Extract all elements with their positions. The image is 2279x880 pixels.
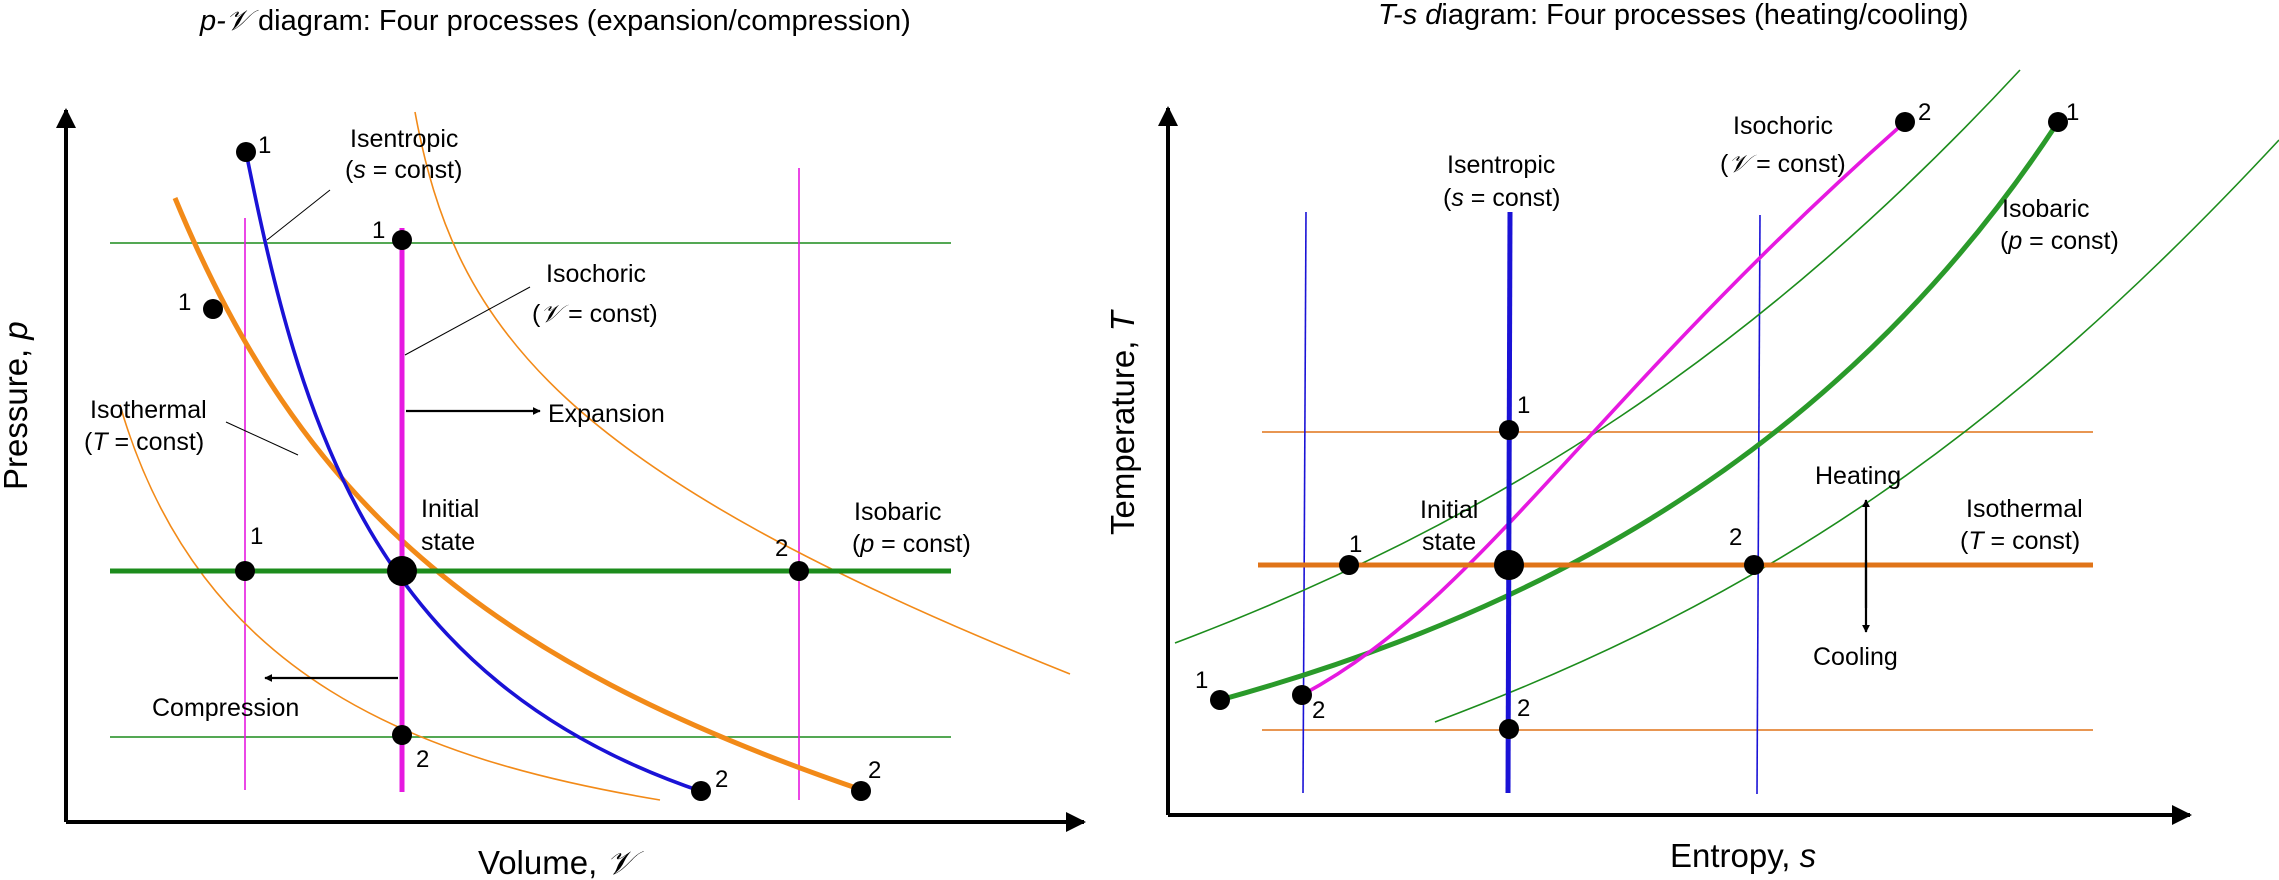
pv-initial-state-sublabel: state (421, 528, 475, 556)
ts-isobaric-point-1-label: 1 (2066, 99, 2079, 126)
ts-isothermal-sublabel: (T = const) (1960, 527, 2080, 555)
pv-isentropic-label: Isentropic (350, 125, 458, 153)
pv-reference-isochores (244, 168, 800, 800)
ts-isentropic-point-2 (1499, 719, 1519, 739)
pv-reference-isotherms (119, 111, 1071, 801)
pv-isothermal-sublabel: (T = const) (84, 428, 204, 456)
pv-isentropic-point-1 (236, 142, 256, 162)
pv-point-numbers: 1 1 1 1 2 2 2 2 (178, 132, 881, 793)
ts-isochoric-point-left (1292, 685, 1312, 705)
ts-isochoric-label: Isochoric (1733, 112, 1833, 140)
pv-isochoric-point-1-label: 1 (372, 217, 385, 244)
pv-isochoric-leader (404, 286, 531, 356)
ts-isobaric-curve (1219, 120, 2061, 703)
pv-isothermal-label: Isothermal (90, 396, 207, 424)
ts-isentropic-label: Isentropic (1447, 151, 1555, 179)
ts-reference-isotherms (1262, 431, 2093, 731)
pv-isentropic-point-1-label: 1 (258, 132, 271, 159)
pv-isochoric-point-2-label: 2 (416, 746, 429, 773)
pv-isothermal-point-2-label: 2 (868, 757, 881, 784)
pv-expansion-label: Expansion (548, 400, 665, 428)
ts-isentrope-small (1302, 211, 1307, 794)
pv-reference-isobars (110, 242, 951, 738)
ts-isobaric-sublabel: (p = const) (2000, 227, 2119, 255)
pv-diagram: p-𝒱 diagram: Four processes (expansion/c… (0, 5, 1086, 880)
pv-isothermal-curve (172, 197, 863, 793)
pv-isobaric-point-2-label: 2 (775, 535, 788, 562)
ts-reference-isentropes (1302, 211, 1761, 795)
ts-isothermal-point-2 (1744, 555, 1764, 575)
ts-isentropic-line (1505, 211, 1513, 794)
ts-isobar-low (1434, 139, 2279, 723)
pv-isobaric-point-1-label: 1 (250, 523, 263, 550)
pv-isochoric-sublabel: (𝒱 = const) (532, 300, 658, 328)
ts-isothermal-point-1-label: 1 (1349, 531, 1362, 558)
ts-isothermal-label: Isothermal (1966, 495, 2083, 523)
ts-isochoric-point-2 (1895, 112, 1915, 132)
ts-isentropic-point-1 (1499, 420, 1519, 440)
ts-state-points (1210, 112, 2068, 739)
ts-y-axis-label: Temperature, T (1104, 308, 1141, 535)
pv-isochoric-point-1 (392, 230, 412, 250)
ts-isobaric-point-left-label: 1 (1195, 667, 1208, 694)
ts-isothermal-point-1 (1339, 555, 1359, 575)
pv-isotherm-low (119, 404, 661, 801)
ts-x-axis-label: Entropy, s (1670, 837, 1816, 874)
ts-isentropic-point-1-label: 1 (1517, 392, 1530, 419)
pv-isobaric-point-2 (789, 561, 809, 581)
pv-state-points (203, 142, 871, 801)
pv-isothermal-point-1-label: 1 (178, 289, 191, 316)
pv-isochoric-label: Isochoric (546, 260, 646, 288)
ts-isochoric-point-2-label: 2 (1918, 99, 1931, 126)
pv-isentropic-point-2 (691, 781, 711, 801)
ts-isentropic-point-2-label: 2 (1517, 695, 1530, 722)
pv-initial-state-point (387, 556, 417, 586)
pv-isochoric-point-2 (392, 725, 412, 745)
ts-isothermal-point-2-label: 2 (1729, 524, 1742, 551)
pv-isentropic-sublabel: (s = const) (345, 156, 462, 184)
pv-isothermal-leader (225, 421, 299, 456)
ts-heating-label: Heating (1815, 462, 1901, 490)
ts-initial-state-label: Initial (1420, 496, 1478, 524)
pv-isothermal-point-1 (203, 299, 223, 319)
pv-leader-lines (225, 189, 531, 456)
ts-title: T-s diagram: Four processes (heating/coo… (1378, 0, 1969, 31)
pv-compression-label: Compression (152, 694, 299, 722)
ts-isochoric-curve (1301, 120, 1907, 697)
pv-isothermal-point-2 (851, 781, 871, 801)
pv-isobaric-sublabel: (p = const) (852, 530, 971, 558)
pv-initial-state-label: Initial (421, 495, 479, 523)
ts-isobaric-point-1 (2048, 112, 2068, 132)
ts-isochoric-sublabel: (𝒱 = const) (1720, 150, 1846, 178)
ts-initial-state-point (1494, 550, 1524, 580)
pv-isotherm-high (414, 111, 1071, 675)
ts-cooling-label: Cooling (1813, 643, 1898, 671)
pv-annotations: Isentropic (s = const) Isochoric (𝒱 = co… (84, 125, 971, 722)
ts-isobaric-label: Isobaric (2002, 195, 2090, 223)
pv-isentropic-leader (266, 189, 331, 241)
ts-diagram: T-s diagram: Four processes (heating/coo… (1104, 0, 2279, 874)
ts-reference-isobars (1174, 69, 2279, 723)
ts-point-numbers: 2 1 1 1 2 1 2 2 (1195, 99, 2079, 724)
ts-isochoric-point-left-label: 2 (1312, 697, 1325, 724)
ts-isobar-high (1174, 69, 2021, 644)
pv-x-axis-label: Volume, 𝒱 (478, 844, 644, 880)
ts-isentropic-sublabel: (s = const) (1443, 184, 1560, 212)
pv-isobaric-label: Isobaric (854, 498, 942, 526)
pv-title: p-𝒱 diagram: Four processes (expansion/c… (199, 5, 911, 37)
ts-isentrope-large (1756, 214, 1761, 795)
pv-isobaric-point-1 (235, 561, 255, 581)
ts-initial-state-sublabel: state (1422, 528, 1476, 556)
ts-isobaric-point-left (1210, 690, 1230, 710)
pv-isentropic-point-2-label: 2 (715, 766, 728, 793)
ts-annotations: Isentropic (s = const) Isochoric (𝒱 = co… (1420, 112, 2119, 671)
pv-isentropic-curve (244, 151, 704, 794)
pv-y-axis-label: Pressure, p (0, 321, 34, 490)
